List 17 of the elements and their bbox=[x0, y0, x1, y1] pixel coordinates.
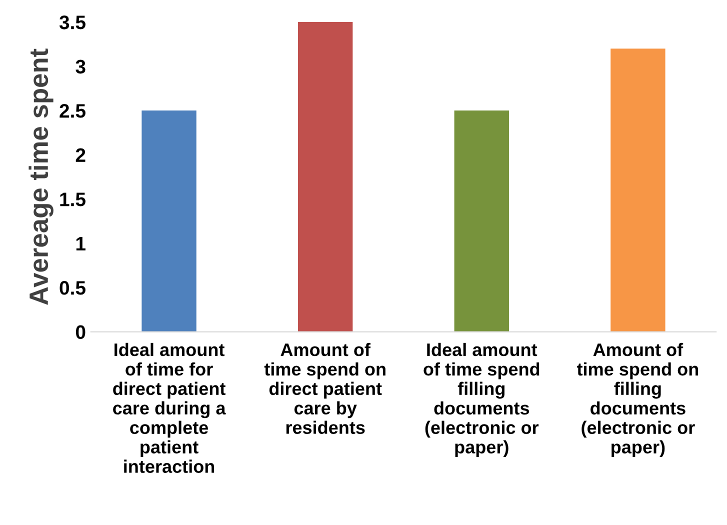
y-tick-label: 3.5 bbox=[59, 16, 86, 30]
x-tick-label: Ideal amount of time for direct patient care during a complete patient interaction bbox=[113, 342, 226, 473]
y-tick-label: 0.5 bbox=[60, 281, 86, 295]
bar bbox=[298, 22, 353, 332]
x-tick-label: Ideal amount of time spend filling documents (electronic or paper) bbox=[424, 342, 540, 458]
x-tick-label: Amount of time spend on direct patient care by residents bbox=[264, 342, 386, 434]
y-tick-label: 2.5 bbox=[60, 104, 86, 118]
y-tick-label: 3 bbox=[76, 60, 86, 74]
x-tick-label: Amount of time spend on filling documents (electronic or paper) bbox=[576, 342, 698, 458]
y-axis-title: Avereage time spent bbox=[28, 48, 54, 305]
y-tick-label: 2 bbox=[76, 148, 86, 162]
y-tick-label: 0 bbox=[76, 325, 86, 340]
bar bbox=[610, 48, 666, 332]
y-tick-label: 1 bbox=[76, 236, 86, 250]
bar bbox=[454, 110, 509, 332]
y-tick-label: 1.5 bbox=[60, 192, 86, 206]
bar bbox=[142, 110, 196, 332]
